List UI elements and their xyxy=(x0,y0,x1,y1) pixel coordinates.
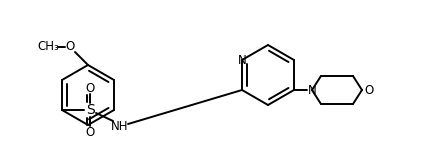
Text: O: O xyxy=(364,83,374,96)
Text: O: O xyxy=(86,125,95,138)
Text: S: S xyxy=(86,103,95,117)
Text: CH₃: CH₃ xyxy=(37,40,59,53)
Text: O: O xyxy=(86,81,95,94)
Text: NH: NH xyxy=(111,119,129,133)
Text: O: O xyxy=(65,40,74,53)
Text: N: N xyxy=(238,53,247,67)
Text: N: N xyxy=(308,83,316,96)
